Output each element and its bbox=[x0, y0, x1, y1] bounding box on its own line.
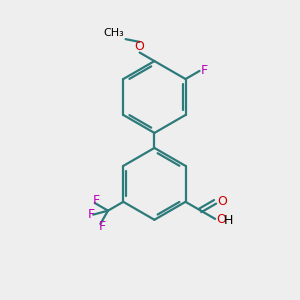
Text: O: O bbox=[217, 213, 226, 226]
Text: F: F bbox=[87, 208, 94, 221]
Text: F: F bbox=[201, 64, 208, 77]
Text: O: O bbox=[217, 195, 227, 208]
Text: F: F bbox=[98, 220, 105, 233]
Text: CH₃: CH₃ bbox=[103, 28, 124, 38]
Text: O: O bbox=[134, 40, 144, 52]
Text: F: F bbox=[93, 194, 100, 207]
Text: H: H bbox=[224, 214, 233, 227]
